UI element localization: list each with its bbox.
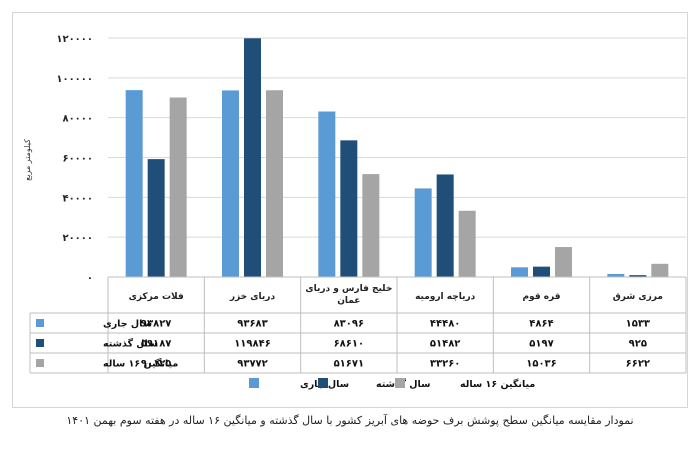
row-label: سال جاری (103, 319, 152, 330)
y-tick-label: ۰ (87, 273, 93, 284)
bar (362, 174, 380, 277)
legend-label: میانگین ۱۶ ساله (460, 378, 535, 390)
y-tick-label: ۶۰۰۰۰ (62, 154, 93, 165)
table-cell-value: ۱۱۹۸۴۶ (234, 339, 271, 350)
y-tick-label: ۱۰۰۰۰۰ (56, 74, 93, 85)
category-label: قره قوم (522, 292, 560, 302)
bar (511, 267, 528, 277)
category-label: فلات مرکزی (129, 292, 184, 302)
bar (147, 159, 165, 277)
category-label: دریای خزر (229, 292, 276, 302)
y-tick-label: ۸۰۰۰۰ (62, 114, 93, 125)
table-cell-value: ۴۸۶۴ (529, 319, 553, 330)
table-cell-value: ۵۹۱۸۷ (141, 339, 172, 350)
chart-caption: نمودار مقایسه میانگین سطح پوشش برف حوضه … (66, 414, 634, 427)
row-legend-key (36, 359, 44, 367)
bar (340, 140, 358, 277)
bar (458, 210, 476, 277)
bar (629, 275, 647, 277)
table-cell-value: ۶۸۶۱۰ (334, 339, 365, 350)
legend-key (318, 378, 328, 388)
table-cell-value: ۵۱۶۷۱ (334, 359, 365, 370)
bar (651, 263, 669, 277)
y-tick-label: ۴۰۰۰۰ (62, 193, 93, 204)
bar (125, 90, 143, 277)
table-cell-value: ۱۵۰۳۶ (526, 359, 557, 370)
category-label: عمان (337, 296, 360, 306)
bar (244, 38, 261, 277)
row-legend-key (36, 319, 44, 327)
table-cell-value: ۶۶۲۲ (626, 359, 650, 370)
bar (533, 266, 550, 277)
table-cell-value: ۹۲۵ (629, 339, 647, 350)
table-cell-value: ۹۳۷۷۲ (237, 359, 268, 370)
y-tick-label: ۱۲۰۰۰۰ (56, 34, 93, 45)
bar (555, 247, 572, 277)
y-tick-label: ۲۰۰۰۰ (62, 233, 93, 244)
legend-key (395, 378, 405, 388)
table-cell-value: ۸۳۰۹۶ (334, 319, 365, 330)
category-label: خلیج فارس و دریای (305, 284, 392, 294)
table-cell-value: ۹۳۶۸۳ (237, 319, 268, 330)
bar (222, 90, 239, 277)
bar (266, 90, 283, 278)
table-cell-value: ۵۱۴۸۲ (430, 339, 461, 350)
table-cell-value: ۵۱۹۷ (529, 339, 553, 350)
bar (169, 97, 187, 278)
bar (318, 111, 336, 278)
chart-frame (12, 12, 688, 408)
bar (607, 273, 625, 277)
table-cell-value: ۱۵۳۳ (626, 319, 650, 330)
table-cell-value: ۴۴۴۸۰ (430, 319, 461, 330)
bar (414, 188, 432, 277)
table-cell-value: ۹۰۱۲۵ (141, 359, 172, 370)
y-axis-label: کیلومتر مربع (23, 139, 32, 181)
category-label: مرزی شرق (613, 292, 663, 302)
row-label: سال گذشته (103, 338, 157, 350)
row-legend-key (36, 339, 44, 347)
table-cell-value: ۹۳۸۲۷ (141, 319, 172, 330)
legend-key (249, 378, 259, 388)
category-label: دریاچه ارومیه (415, 292, 476, 302)
table-cell-value: ۳۳۲۶۰ (430, 359, 461, 370)
row-label: میانگین ۱۶ ساله (103, 358, 178, 370)
bar (436, 174, 454, 277)
